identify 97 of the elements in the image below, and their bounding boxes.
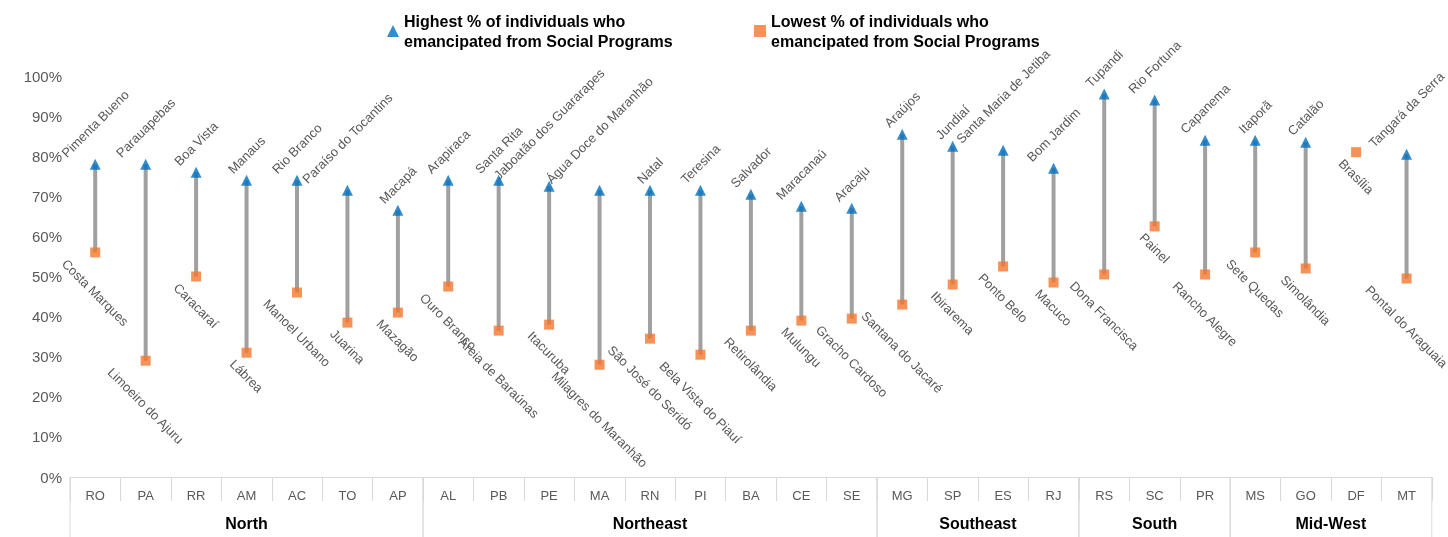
point <box>947 140 959 152</box>
x-axis-title: Mid-West <box>1295 514 1368 532</box>
point <box>1250 247 1261 258</box>
x-tick-label: AP <box>389 488 407 503</box>
y-tick-label: 50% <box>31 268 62 285</box>
point <box>1098 88 1110 100</box>
point <box>745 188 757 200</box>
x-tick-label: AM <box>236 488 257 503</box>
point <box>292 287 302 298</box>
point <box>594 359 605 370</box>
point <box>1199 269 1210 280</box>
point <box>190 166 202 178</box>
point <box>1149 94 1161 106</box>
point <box>846 202 858 214</box>
point <box>341 184 353 196</box>
point <box>342 317 353 328</box>
point <box>1048 277 1059 288</box>
x-tick-label: PI <box>694 488 707 503</box>
x-tick-label: SC <box>1145 488 1164 503</box>
point <box>594 184 606 196</box>
point <box>1149 221 1160 232</box>
point <box>846 313 857 324</box>
x-tick-label: ES <box>994 488 1013 503</box>
point <box>241 347 252 358</box>
x-tick-label: GO <box>1295 488 1316 503</box>
x-axis-title: North <box>225 514 268 532</box>
x-tick-label: PB <box>490 488 508 503</box>
x-tick-label: SP <box>944 488 962 503</box>
point <box>1199 134 1211 146</box>
point <box>1300 263 1311 274</box>
point <box>796 315 807 326</box>
legend-label: Lowest % of individuals who emancipated from Social Programs <box>771 12 1040 50</box>
x-tick-label: MT <box>1397 488 1417 503</box>
y-tick-label: 0% <box>40 468 62 486</box>
point <box>140 355 151 366</box>
x-tick-label: BA <box>742 488 760 503</box>
x-tick-label: AC <box>287 488 307 503</box>
x-tick-label: PA <box>137 488 155 503</box>
x-tick-label: PE <box>540 488 559 503</box>
point <box>443 281 454 292</box>
y-tick-label: 80% <box>31 147 62 165</box>
point <box>291 174 303 186</box>
x-tick-label: RJ <box>1045 488 1062 503</box>
y-tick-label: 90% <box>31 107 62 125</box>
legend-label: Highest % of individuals who emancipated from Social Programs <box>404 12 673 50</box>
point <box>997 144 1009 156</box>
point <box>896 128 908 140</box>
point <box>442 174 454 186</box>
point <box>897 299 908 310</box>
point <box>89 158 101 170</box>
y-tick-label: 70% <box>31 187 62 205</box>
x-tick-label: CE <box>792 488 811 503</box>
point <box>645 333 656 344</box>
x-tick-label: SE <box>843 488 861 503</box>
x-tick-label: RN <box>640 488 660 503</box>
x-tick-label: PR <box>1195 488 1215 503</box>
point <box>1401 273 1412 284</box>
point <box>644 184 656 196</box>
point <box>90 247 101 258</box>
x-tick-label: DF <box>1347 488 1366 503</box>
x-tick-label: MA <box>589 488 610 503</box>
point <box>695 184 707 196</box>
x-tick-label: AL <box>440 488 457 503</box>
point <box>998 261 1009 272</box>
y-tick-label: 60% <box>31 227 62 245</box>
y-tick-label: 30% <box>31 348 62 366</box>
point <box>746 325 756 336</box>
point <box>392 307 403 318</box>
x-tick-label: RR <box>186 488 206 503</box>
point <box>1048 162 1060 174</box>
point <box>1351 147 1362 158</box>
point <box>947 279 958 290</box>
point <box>544 319 555 330</box>
x-tick-label: RO <box>85 488 105 503</box>
point <box>1300 136 1312 148</box>
x-tick-label: MS <box>1245 488 1266 503</box>
y-tick-label: 100% <box>23 67 62 85</box>
x-axis-title: Southeast <box>939 514 1018 532</box>
point <box>241 174 253 186</box>
point <box>795 200 807 212</box>
point <box>1401 148 1413 160</box>
point <box>191 271 202 282</box>
y-tick-label: 40% <box>31 308 62 326</box>
y-tick-label: 10% <box>31 428 62 446</box>
annotation: Boa Vista <box>171 118 222 169</box>
point <box>1249 134 1261 146</box>
point <box>493 325 504 336</box>
y-tick-label: 20% <box>31 388 62 406</box>
x-tick-label: RS <box>1095 488 1114 503</box>
point <box>695 349 706 360</box>
x-axis-title: Northeast <box>612 514 689 532</box>
x-axis-title: South <box>1131 514 1178 532</box>
point <box>1099 269 1110 280</box>
x-tick-label: MG <box>891 488 913 503</box>
point <box>140 158 152 170</box>
point <box>392 204 404 216</box>
x-tick-label: TO <box>338 488 357 503</box>
